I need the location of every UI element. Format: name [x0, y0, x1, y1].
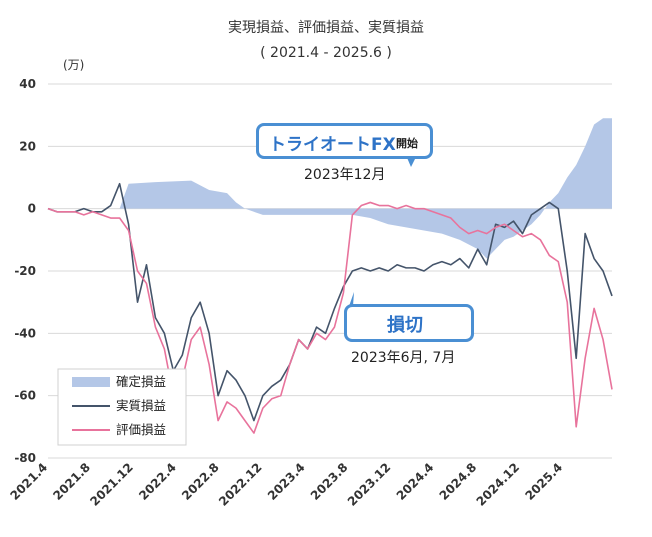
y-tick-label: 20 [19, 139, 36, 153]
y-unit-label: (万) [63, 58, 84, 72]
y-tick-label: -80 [14, 451, 36, 465]
legend-label: 確定損益 [116, 374, 166, 389]
x-tick-label: 2021.12 [87, 460, 136, 509]
x-tick-label: 2024.12 [474, 460, 523, 509]
callout-stop-loss-date: 2023年6月, 7月 [351, 350, 456, 366]
x-tick-label: 2024.4 [394, 460, 437, 503]
x-tick-label: 2023.4 [265, 460, 308, 503]
callout-fx-start-date: 2023年12月 [304, 167, 386, 183]
y-tick-label: -20 [14, 264, 36, 278]
y-tick-label: -60 [14, 389, 36, 403]
x-tick-label: 2023.12 [345, 460, 394, 509]
series-line-実質損益 [47, 182, 613, 422]
x-tick-label: 2022.12 [216, 460, 265, 509]
x-tick-label: 2021.8 [50, 460, 93, 503]
x-tick-label: 2022.8 [179, 460, 222, 503]
chart-title: 実現損益、評価損益、実質損益 [228, 20, 424, 36]
series-line-評価損益 [47, 201, 613, 434]
legend-label: 実質損益 [116, 398, 166, 413]
chart-subtitle: ( 2021.4 - 2025.6 ) [260, 45, 392, 61]
x-tick-label: 2022.4 [136, 460, 179, 503]
y-tick-label: 0 [28, 202, 36, 216]
callout-fx-start-sub: 開始 [396, 137, 418, 150]
callout-stop-loss-main: 損切 [387, 315, 423, 336]
y-tick-label: 40 [19, 77, 36, 91]
callout-stop-loss: 損切 [344, 304, 474, 342]
x-tick-label: 2025.4 [522, 460, 565, 503]
legend-swatch [72, 377, 110, 387]
y-tick-label: -40 [14, 326, 36, 340]
legend-label: 評価損益 [116, 422, 166, 437]
x-tick-label: 2024.8 [437, 460, 480, 503]
x-tick-label: 2023.8 [308, 460, 351, 503]
series-area-確定損益 [48, 118, 612, 259]
callout-fx-start-main: トライオートFX [269, 135, 396, 155]
x-tick-label: 2021.4 [7, 460, 50, 503]
callout-fx-start: トライオートFX 開始 [256, 123, 433, 159]
